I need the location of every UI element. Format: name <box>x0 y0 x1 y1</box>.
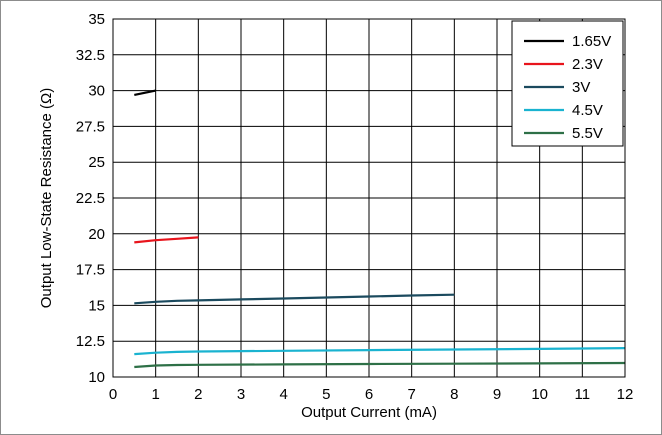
x-tick-label: 2 <box>194 386 202 403</box>
legend-label-2-3v: 2.3V <box>572 56 603 73</box>
x-tick-label: 10 <box>531 386 548 403</box>
series-line-2-3v <box>134 236 199 244</box>
x-axis-title: Output Current (mA) <box>301 404 437 421</box>
x-tick-labels: 0 1 2 3 4 5 6 7 8 9 10 11 12 <box>109 386 634 403</box>
x-tick-label: 8 <box>450 386 458 403</box>
x-tick-label: 11 <box>575 386 591 403</box>
y-axis-title: Output Low-State Resistance (Ω) <box>38 88 55 308</box>
y-tick-label: 35 <box>88 11 105 28</box>
x-tick-label: 7 <box>407 386 415 403</box>
series-line-5-5v <box>134 361 626 369</box>
y-tick-label: 17.5 <box>76 262 105 279</box>
y-tick-label: 25 <box>88 154 105 171</box>
legend-label-5-5v: 5.5V <box>572 125 603 142</box>
legend: 1.65V 2.3V 3V 4.5V 5.5V <box>511 20 624 147</box>
y-tick-labels: 10 12.5 15 17.5 20 22.5 25 27.5 30 32.5 35 <box>76 11 105 386</box>
y-tick-label: 27.5 <box>76 118 105 135</box>
legend-label-3v: 3V <box>572 79 590 96</box>
series-line-3v <box>134 293 455 305</box>
x-tick-label: 3 <box>237 386 245 403</box>
legend-label-4-5v: 4.5V <box>572 102 603 119</box>
plot-border <box>112 18 626 378</box>
series-lines <box>134 89 626 369</box>
x-tick-label: 6 <box>365 386 373 403</box>
y-tick-label: 10 <box>88 369 105 386</box>
y-tick-label: 12.5 <box>76 333 105 350</box>
y-tick-label: 22.5 <box>76 190 105 207</box>
x-tick-label: 1 <box>151 386 159 403</box>
legend-label-1-65v: 1.65V <box>572 33 611 50</box>
series-line-4-5v <box>134 347 626 356</box>
x-tick-label: 9 <box>493 386 501 403</box>
y-tick-label: 32.5 <box>76 47 105 64</box>
y-tick-label: 30 <box>88 83 105 100</box>
y-tick-label: 15 <box>88 297 105 314</box>
x-tick-label: 5 <box>322 386 330 403</box>
y-tick-label: 20 <box>88 226 105 243</box>
x-tick-label: 4 <box>279 386 287 403</box>
series-line-1-65v <box>134 89 156 96</box>
x-tick-label: 12 <box>617 386 634 403</box>
x-tick-label: 0 <box>109 386 117 403</box>
